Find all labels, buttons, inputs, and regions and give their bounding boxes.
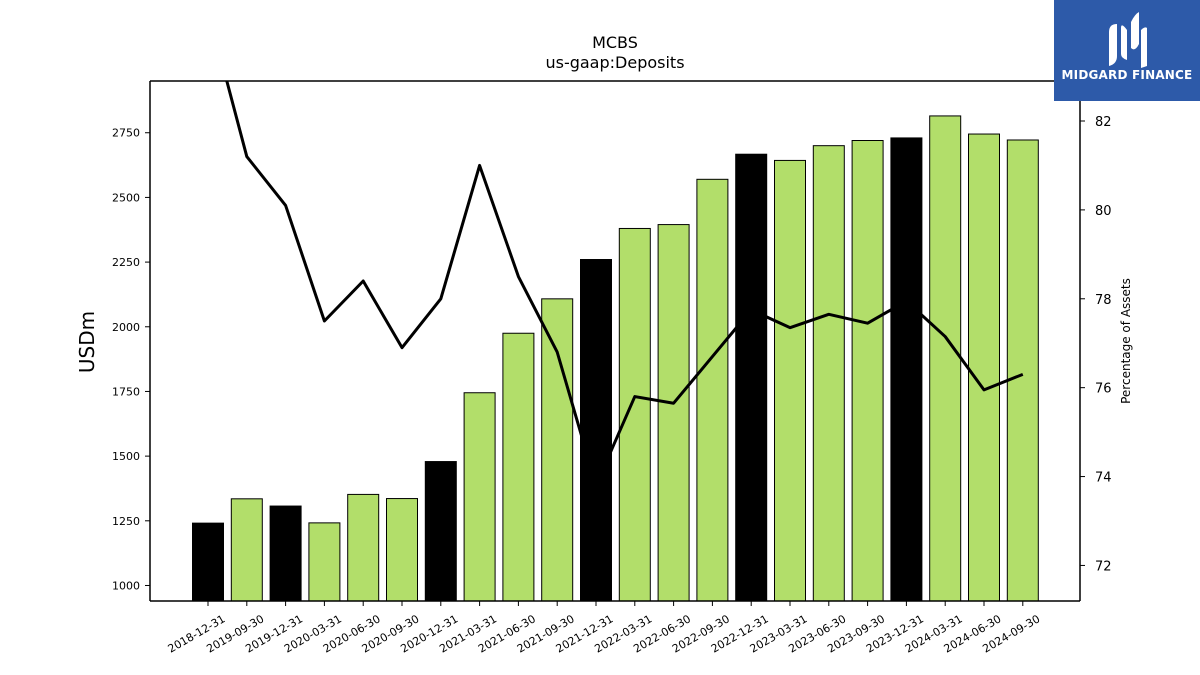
bar [347,493,380,601]
bar [541,298,574,601]
bar [463,392,496,601]
bar [696,178,729,601]
bar [1006,139,1039,601]
y-axis-label-left: USDm [75,310,99,374]
bar [657,224,690,601]
y-tick-label: 1750 [112,385,140,398]
bar [851,140,884,601]
chart-title: MCBS [592,33,638,52]
y-tick-label: 1000 [112,579,140,592]
bar [812,145,845,601]
bar [269,505,302,601]
y-tick-label: 2000 [112,321,140,334]
bar [580,259,612,601]
midgard-finance-logo: MIDGARD FINANCE [1054,0,1200,101]
bar [230,498,263,601]
bar [386,498,418,601]
y-tick-label: 2750 [112,127,140,140]
bar [192,522,224,601]
bar [968,133,1000,601]
bar [774,159,806,601]
y-tick-label: 1500 [112,450,140,463]
y2-tick-label: 80 [1095,204,1112,219]
y-axis-label-right: Percentage of Assets [1119,278,1133,404]
y2-tick-label: 82 [1095,115,1112,130]
y2-tick-label: 72 [1095,559,1112,574]
bar [929,115,962,601]
y-tick-label: 2250 [112,256,140,269]
bar [735,153,768,601]
bar [308,522,341,601]
bar [618,227,651,601]
bar [890,137,923,601]
y-tick-label: 1250 [112,515,140,528]
y-tick-label: 2500 [112,191,140,204]
y2-tick-label: 74 [1095,471,1112,486]
bar [502,332,535,601]
bar [424,461,457,601]
y2-tick-label: 78 [1095,293,1112,308]
chart-subtitle: us-gaap:Deposits [545,53,685,72]
percentage-line [225,81,1024,487]
y2-tick-label: 76 [1095,382,1112,397]
logo-text: MIDGARD FINANCE [1061,68,1193,82]
logo-mark-icon [1109,12,1147,68]
